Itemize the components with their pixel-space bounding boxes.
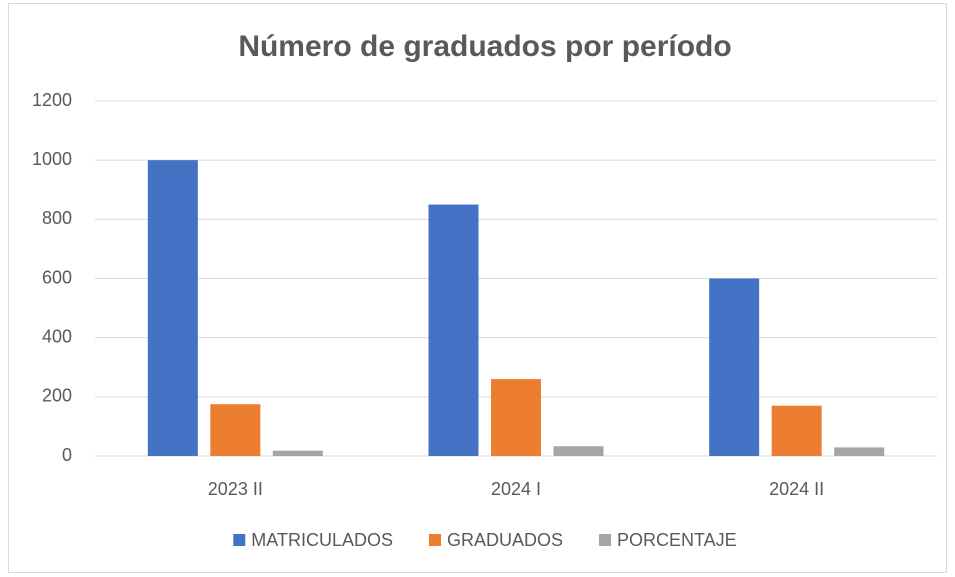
bar (210, 404, 261, 456)
y-tick-label: 400 (42, 326, 72, 346)
bar (834, 447, 885, 456)
legend-label: MATRICULADOS (251, 530, 393, 550)
bar (147, 160, 198, 456)
legend-label: PORCENTAJE (617, 530, 737, 550)
chart-title: Número de graduados por período (238, 30, 731, 63)
bar (553, 446, 604, 456)
legend-swatch (428, 534, 441, 546)
y-tick-label: 1200 (32, 90, 72, 110)
bar (428, 204, 479, 456)
x-tick-label: 2024 II (769, 479, 824, 499)
legend-swatch (599, 534, 612, 546)
bar (709, 278, 760, 456)
y-tick-label: 800 (42, 208, 72, 228)
legend-swatch (233, 534, 246, 546)
legend-label: GRADUADOS (447, 530, 563, 550)
y-tick-label: 0 (62, 445, 72, 465)
y-tick-label: 200 (42, 386, 72, 406)
x-tick-label: 2023 II (208, 479, 263, 499)
x-tick-label: 2024 I (491, 479, 541, 499)
y-tick-label: 1000 (32, 149, 72, 169)
bar (491, 379, 541, 456)
y-tick-label: 600 (42, 267, 72, 287)
bar (272, 450, 323, 456)
bar (771, 405, 822, 456)
